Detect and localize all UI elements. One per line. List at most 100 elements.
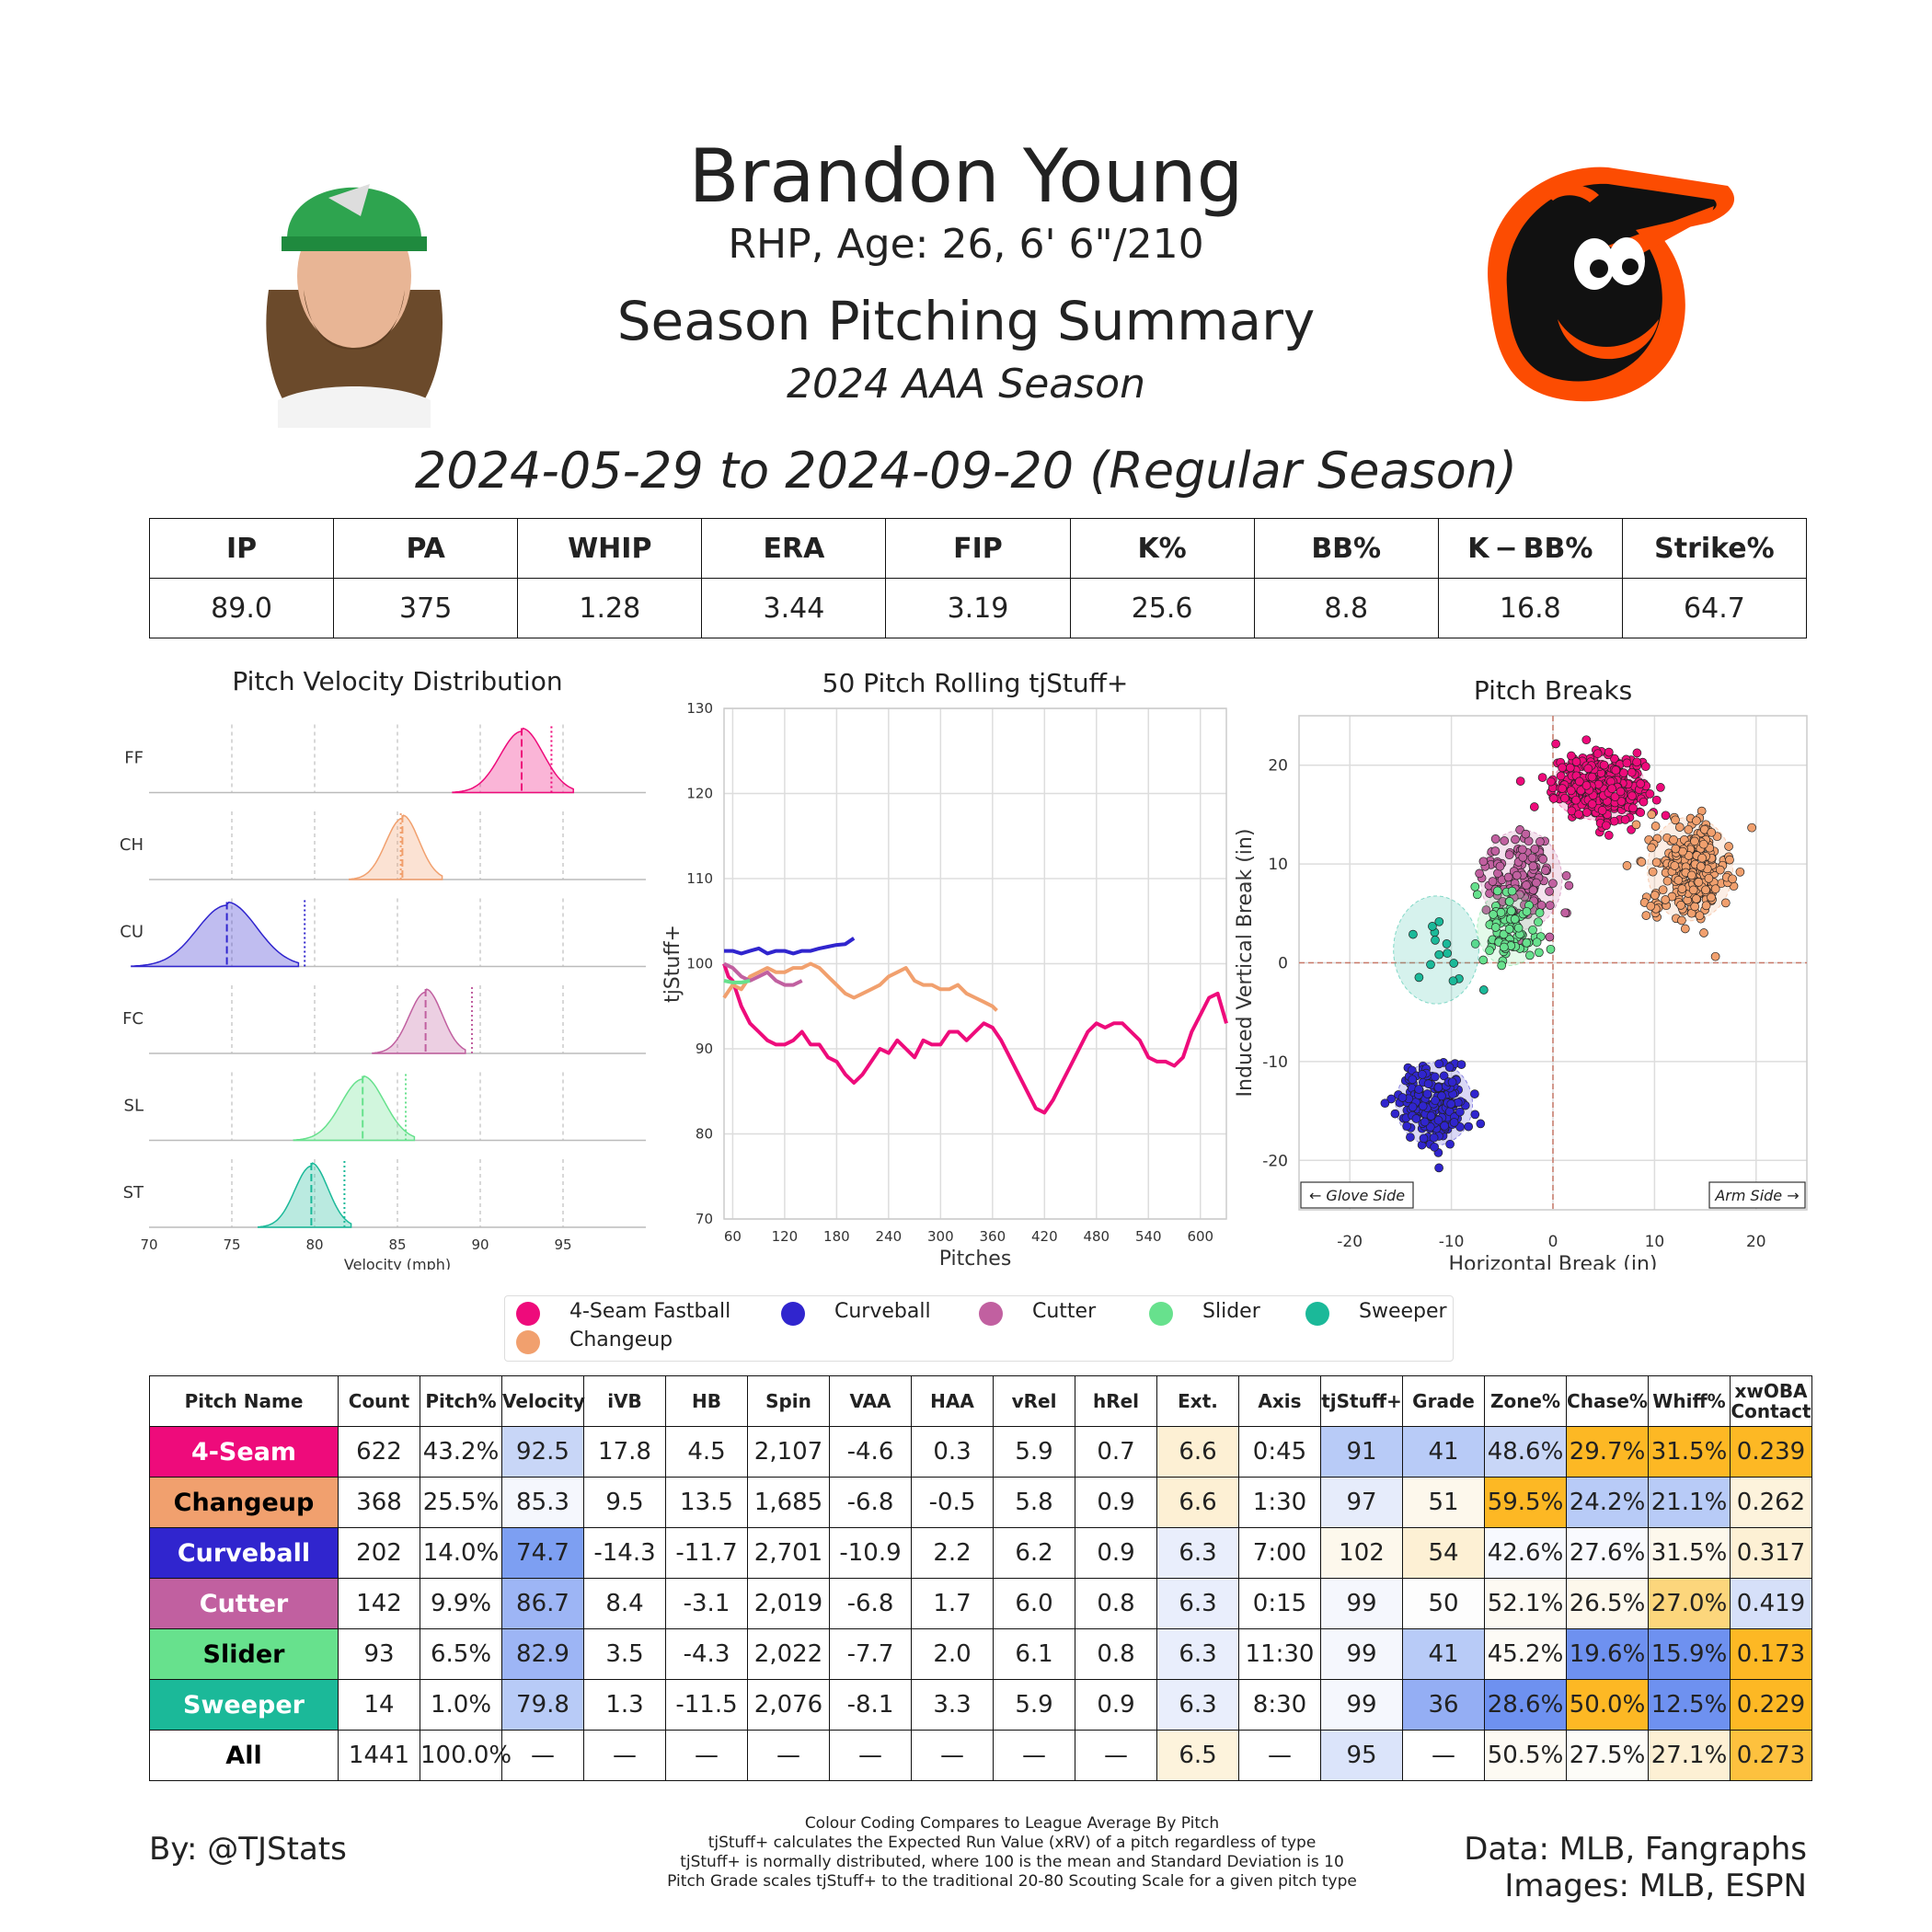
- pitch-point: [1587, 799, 1597, 809]
- table-cell: 0.173: [1730, 1628, 1812, 1680]
- pitch-point: [1610, 792, 1620, 801]
- player-info: RHP, Age: 26, 6' 6"/210: [728, 221, 1204, 268]
- summary-value-cell: 3.19: [885, 578, 1071, 638]
- pitch-point: [1485, 946, 1494, 956]
- table-cell: 5.9: [993, 1426, 1075, 1478]
- table-cell: 29.7%: [1566, 1426, 1649, 1478]
- tick-label: -10: [1439, 1233, 1465, 1251]
- table-row: All 1441 100.0% — — — — — — — —6.5—95—50.5% 27.5% 27…: [149, 1730, 1812, 1781]
- pitch-point: [1690, 902, 1700, 912]
- pitch-point: [1515, 776, 1525, 786]
- pitch-point: [1511, 834, 1520, 845]
- table-cell: —: [583, 1730, 666, 1781]
- footer-note: tjStuff+ is normally distributed, where …: [680, 1853, 1344, 1871]
- tick-label: 60: [724, 1228, 742, 1245]
- pitch-point: [1611, 765, 1621, 776]
- table-cell: 51: [1402, 1477, 1485, 1528]
- pitch-point: [1599, 760, 1609, 770]
- pitch-point: [1661, 895, 1671, 904]
- table-row: Curveball 202 14.0% 74.7 -14.3 -11.7 2,701 -10.…: [149, 1527, 1812, 1579]
- table-cell: 42.6%: [1484, 1527, 1567, 1579]
- tick-label: FF: [124, 749, 144, 768]
- pitch-point: [1528, 885, 1538, 895]
- table-cell: 6.3: [1156, 1679, 1239, 1731]
- legend-label: Sweeper: [1359, 1300, 1447, 1323]
- pitch-point: [1418, 1101, 1428, 1111]
- pitch-point: [1447, 1077, 1457, 1087]
- table-cell: 202: [338, 1527, 420, 1579]
- table-cell: 27.5%: [1566, 1730, 1649, 1781]
- pitch-point: [1406, 1133, 1415, 1142]
- table-cell: -7.7: [829, 1628, 912, 1680]
- tick-label: FC: [122, 1009, 144, 1029]
- pitch-point: [1536, 901, 1547, 910]
- pitch-point: [1558, 763, 1567, 773]
- table-cell: 2,076: [747, 1679, 830, 1731]
- axis-label: tjStuff+: [661, 925, 684, 1003]
- pitch-point: [1532, 878, 1541, 888]
- pitch-point: [1490, 846, 1501, 856]
- velocity-distribution-chart: Pitch Velocity Distribution FF CH CU FC SL ST 7…: [120, 666, 646, 1270]
- summary-value-cell: 64.7: [1621, 578, 1808, 638]
- table-cell: 2,022: [747, 1628, 830, 1680]
- table-cell: 6.6: [1156, 1477, 1239, 1528]
- pitch-point: [1673, 875, 1684, 885]
- summary-value-cell: 1.28: [517, 578, 703, 638]
- pitch-point: [1500, 942, 1509, 952]
- pitch-name-cell: Changeup: [149, 1477, 339, 1528]
- pitch-point: [1691, 894, 1701, 903]
- player-name: Brandon Young: [688, 133, 1244, 219]
- pitch-point: [1567, 751, 1576, 761]
- pitch-point: [1504, 925, 1514, 934]
- tick-label: 75: [223, 1236, 240, 1253]
- pitch-point: [1662, 876, 1673, 886]
- table-cell: -6.8: [829, 1477, 912, 1528]
- table-cell: 12.5%: [1648, 1679, 1731, 1731]
- pitch-point: [1707, 892, 1716, 903]
- table-cell: 3.5: [583, 1628, 666, 1680]
- table-cell: —: [829, 1730, 912, 1781]
- table-cell: 92.5: [501, 1426, 584, 1478]
- annotation-box: [1300, 1181, 1414, 1209]
- summary-title: Season Pitching Summary: [616, 290, 1316, 352]
- summary-header-cell: ERA: [701, 518, 887, 579]
- pitch-name-cell: 4-Seam: [149, 1426, 339, 1478]
- pitch-point: [1692, 816, 1701, 826]
- table-cell: 1.3: [583, 1679, 666, 1731]
- pitch-point: [1597, 806, 1607, 815]
- pitch-point: [1522, 906, 1532, 916]
- tick-label: 120: [686, 786, 713, 802]
- pitch-point: [1478, 955, 1489, 965]
- pitch-point: [1639, 797, 1649, 807]
- table-cell: 14: [338, 1679, 420, 1731]
- pitch-point: [1690, 836, 1699, 846]
- table-cell: 8.4: [583, 1578, 666, 1629]
- table-cell: 11:30: [1238, 1628, 1321, 1680]
- pitch-point: [1627, 767, 1637, 777]
- summary-header-cell: K − BB%: [1437, 518, 1623, 579]
- table-cell: 6.3: [1156, 1578, 1239, 1629]
- pitch-point: [1504, 850, 1514, 860]
- pitch-point: [1710, 951, 1720, 961]
- pitch-table-header: hRel: [1075, 1375, 1157, 1427]
- table-row: 4-Seam 622 43.2% 92.5 17.8 4.5 2,107 -4.6 0.3 5.9…: [149, 1426, 1812, 1478]
- axis-label: Velocity (mph): [344, 1256, 451, 1270]
- pitch-point: [1429, 1133, 1439, 1143]
- team-logo: [1488, 167, 1735, 402]
- table-cell: 368: [338, 1477, 420, 1528]
- legend-label: 4-Seam Fastball: [569, 1300, 731, 1323]
- pitch-point: [1504, 897, 1514, 906]
- density-curve: [452, 727, 574, 794]
- table-cell: 24.2%: [1566, 1477, 1649, 1528]
- pitch-point: [1674, 822, 1685, 832]
- table-cell: 0.239: [1730, 1426, 1812, 1478]
- tick-label: 10: [1268, 856, 1288, 874]
- pitch-point: [1431, 936, 1440, 945]
- pitch-point: [1517, 845, 1527, 855]
- pitch-point: [1422, 1089, 1432, 1098]
- pitch-point: [1609, 816, 1619, 826]
- pitch-point: [1426, 960, 1435, 970]
- table-cell: 0.8: [1075, 1628, 1157, 1680]
- table-cell: -3.1: [665, 1578, 748, 1629]
- pitch-point: [1548, 794, 1558, 803]
